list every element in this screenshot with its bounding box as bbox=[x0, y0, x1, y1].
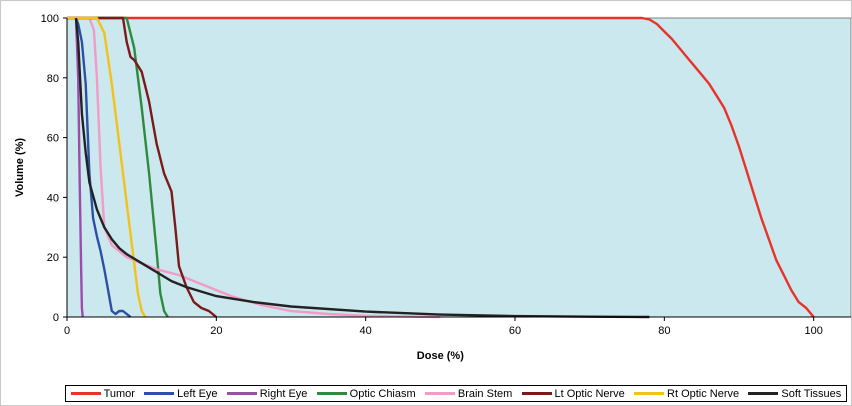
x-axis-title: Dose (%) bbox=[417, 350, 464, 362]
y-tick-label: 0 bbox=[53, 312, 59, 324]
x-tick-label: 40 bbox=[360, 325, 372, 337]
legend-swatch bbox=[70, 392, 101, 395]
legend-item-soft-tissues: Soft Tissues bbox=[748, 388, 841, 400]
x-tick-label: 80 bbox=[658, 325, 670, 337]
legend-label: Rt Optic Nerve bbox=[667, 387, 740, 400]
legend-swatch bbox=[634, 392, 665, 395]
axes-layer: 0 20 40 60 80 100 0 20 40 60 80 100 bbox=[41, 13, 851, 337]
legend-swatch bbox=[748, 392, 779, 395]
legend: Tumor Left Eye Right Eye Optic Chiasm Brain … bbox=[65, 385, 847, 402]
legend-item-left-eye: Left Eye bbox=[144, 387, 218, 400]
series-line-brain-stem bbox=[81, 16, 441, 319]
legend-label: Left Eye bbox=[177, 387, 218, 400]
plot-area bbox=[66, 17, 851, 318]
legend-swatch bbox=[226, 392, 257, 395]
x-tick-label: 100 bbox=[804, 325, 822, 337]
legend-swatch bbox=[521, 392, 552, 395]
legend-swatch bbox=[144, 392, 175, 395]
legend-swatch bbox=[424, 392, 455, 395]
legend-label: Soft Tissues bbox=[781, 387, 842, 400]
y-tick-label: 60 bbox=[47, 133, 59, 145]
y-tick-label: 40 bbox=[47, 192, 59, 204]
legend-label: Brain Stem bbox=[457, 387, 513, 400]
legend-item-optic-chiasm: Optic Chiasm bbox=[316, 387, 416, 400]
y-tick-label: 100 bbox=[41, 13, 59, 25]
legend-item-lt-optic-nerve: Lt Optic Nerve bbox=[521, 387, 625, 400]
x-tick-label: 0 bbox=[64, 325, 70, 337]
series-line-right-eye bbox=[74, 17, 84, 318]
legend-label: Right Eye bbox=[259, 387, 308, 400]
y-tick-label: 80 bbox=[47, 73, 59, 85]
series-line-soft-tissues bbox=[74, 17, 650, 319]
legend-item-brain-stem: Brain Stem bbox=[424, 387, 513, 400]
series-line-tumor bbox=[67, 16, 815, 318]
legend-label: Optic Chiasm bbox=[349, 387, 416, 400]
series-line-rt-optic-nerve bbox=[67, 16, 147, 318]
y-tick-label: 20 bbox=[47, 252, 59, 264]
series-line-lt-optic-nerve bbox=[67, 16, 218, 318]
series-line-left-eye bbox=[74, 17, 132, 318]
legend-label: Tumor bbox=[103, 387, 135, 400]
series-layer bbox=[67, 16, 815, 319]
x-tick-label: 60 bbox=[509, 325, 521, 337]
y-axis-title: Volume (%) bbox=[14, 138, 26, 197]
x-tick-label: 20 bbox=[210, 325, 222, 337]
legend-item-rt-optic-nerve: Rt Optic Nerve bbox=[634, 388, 739, 400]
legend-item-right-eye: Right Eye bbox=[226, 387, 308, 400]
legend-swatch bbox=[316, 392, 347, 395]
legend-item-tumor: Tumor bbox=[70, 387, 135, 400]
legend-label: Lt Optic Nerve bbox=[554, 387, 625, 400]
